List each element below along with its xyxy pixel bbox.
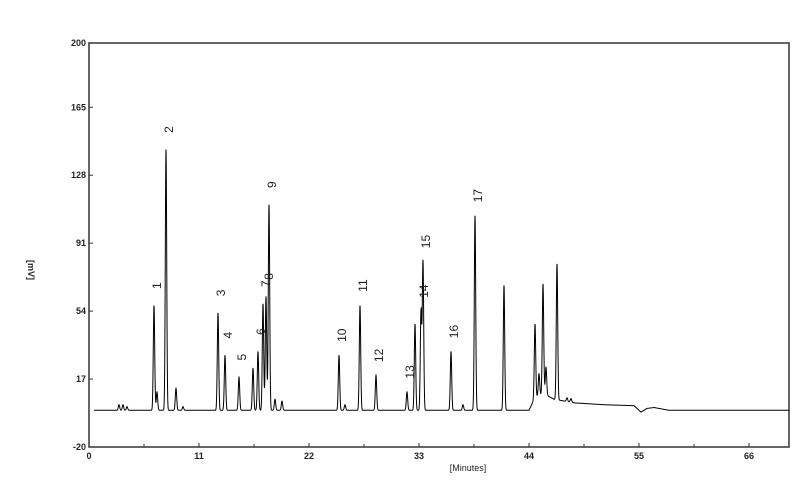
- x-tick-label: 66: [744, 451, 754, 461]
- peak-label: 12: [372, 348, 386, 362]
- peak-label: 14: [417, 284, 431, 298]
- peak-label: 2: [162, 126, 176, 133]
- peak-label: 9: [265, 181, 279, 188]
- peak-label: 17: [471, 189, 485, 203]
- y-axis-ticks: -20 17 54 91 128 165 200: [71, 38, 93, 452]
- peak-label: 10: [335, 328, 349, 342]
- x-tick-label: 0: [86, 451, 91, 461]
- y-axis-label: [mV]: [26, 260, 36, 280]
- peak-label: 8: [262, 273, 276, 280]
- peak-label: 16: [447, 325, 461, 339]
- y-tick-label: 91: [76, 238, 86, 248]
- peak-label: 3: [214, 289, 228, 296]
- x-tick-label: 11: [194, 451, 204, 461]
- peak-label: 11: [356, 279, 370, 292]
- peak-label: 1: [150, 282, 164, 289]
- x-axis-ticks: 0 11 22 33 44 55 66: [86, 443, 754, 461]
- peak-label: 4: [221, 332, 235, 339]
- chromatogram-trace: [94, 149, 789, 413]
- x-tick-label: 22: [304, 451, 314, 461]
- y-tick-label: 17: [76, 374, 86, 384]
- x-axis-label: [Minutes]: [450, 463, 487, 473]
- plot-frame: [88, 42, 790, 448]
- y-tick-label: 54: [76, 306, 86, 316]
- peak-label: 13: [403, 365, 417, 379]
- peak-label: 15: [419, 235, 433, 249]
- x-tick-label: 55: [634, 451, 644, 461]
- x-tick-label: 44: [524, 451, 534, 461]
- y-tick-label: 128: [71, 170, 86, 180]
- y-tick-label: 200: [71, 38, 86, 48]
- y-tick-label: -20: [73, 442, 86, 452]
- y-tick-label: 165: [71, 102, 86, 112]
- peak-label: 5: [235, 354, 249, 361]
- peak-label: 7: [259, 280, 273, 287]
- peak-label: 6: [254, 328, 268, 335]
- x-tick-label: 33: [414, 451, 424, 461]
